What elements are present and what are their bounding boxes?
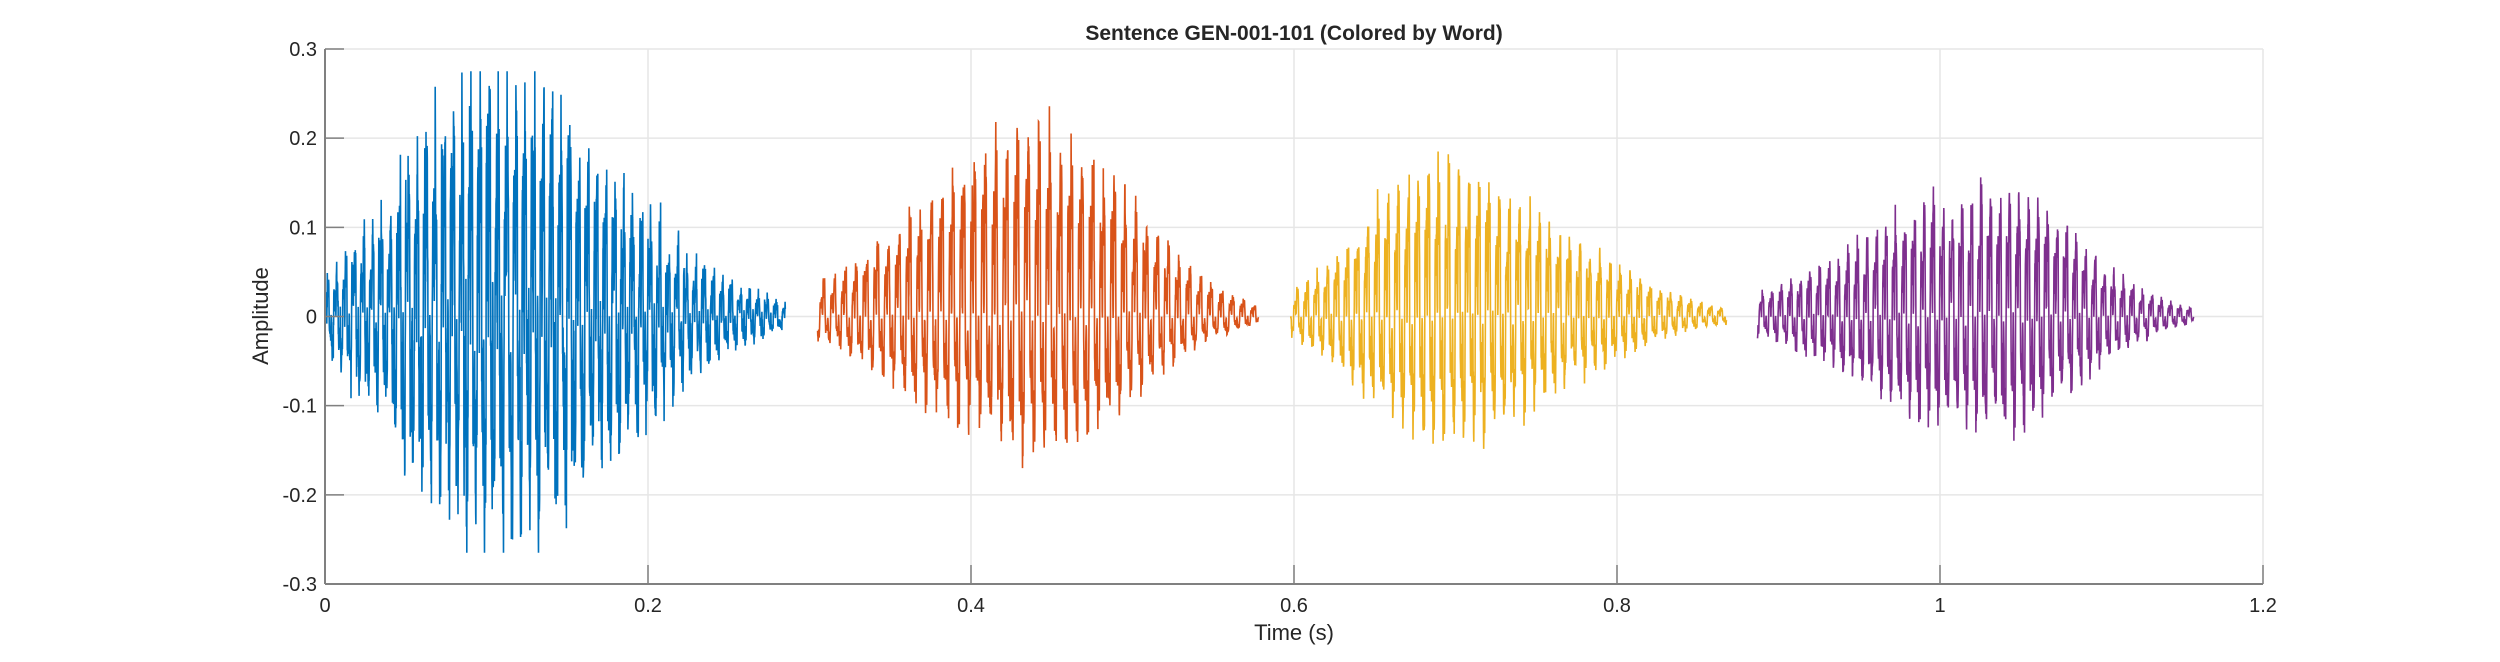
waveform-word-2 — [816, 106, 1260, 469]
y-tick-label: 0.2 — [289, 128, 317, 150]
x-axis-label: Time (s) — [1254, 620, 1334, 645]
y-tick-label: 0.1 — [289, 217, 317, 239]
x-tick-label: 0.8 — [1603, 595, 1631, 617]
y-tick-label: 0 — [306, 307, 317, 329]
x-tick-label: 0.2 — [634, 595, 662, 617]
y-tick-label: -0.1 — [283, 396, 317, 418]
x-tick-label: 0.4 — [957, 595, 985, 617]
y-tick-label: -0.2 — [283, 485, 317, 507]
y-axis-label: Amplitude — [248, 267, 273, 365]
waveform-word-3 — [1290, 151, 1728, 449]
waveform-word-1 — [324, 71, 787, 553]
x-tick-label: 0 — [319, 595, 330, 617]
x-tick-label: 1 — [1934, 595, 1945, 617]
x-tick-label: 0.6 — [1280, 595, 1308, 617]
chart-title: Sentence GEN-001-101 (Colored by Word) — [1085, 22, 1502, 45]
axes: 0 0.2 0.4 0.6 0.8 1 1.2 -0.3 -0.2 -0.1 0 0.1 0.2 0.3 — [283, 39, 2277, 617]
y-tick-label: 0.3 — [289, 39, 317, 61]
waveforms — [324, 71, 2195, 553]
x-tick-label: 1.2 — [2249, 595, 2277, 617]
waveform-word-4 — [1756, 177, 2195, 441]
y-tick-label: -0.3 — [283, 574, 317, 596]
